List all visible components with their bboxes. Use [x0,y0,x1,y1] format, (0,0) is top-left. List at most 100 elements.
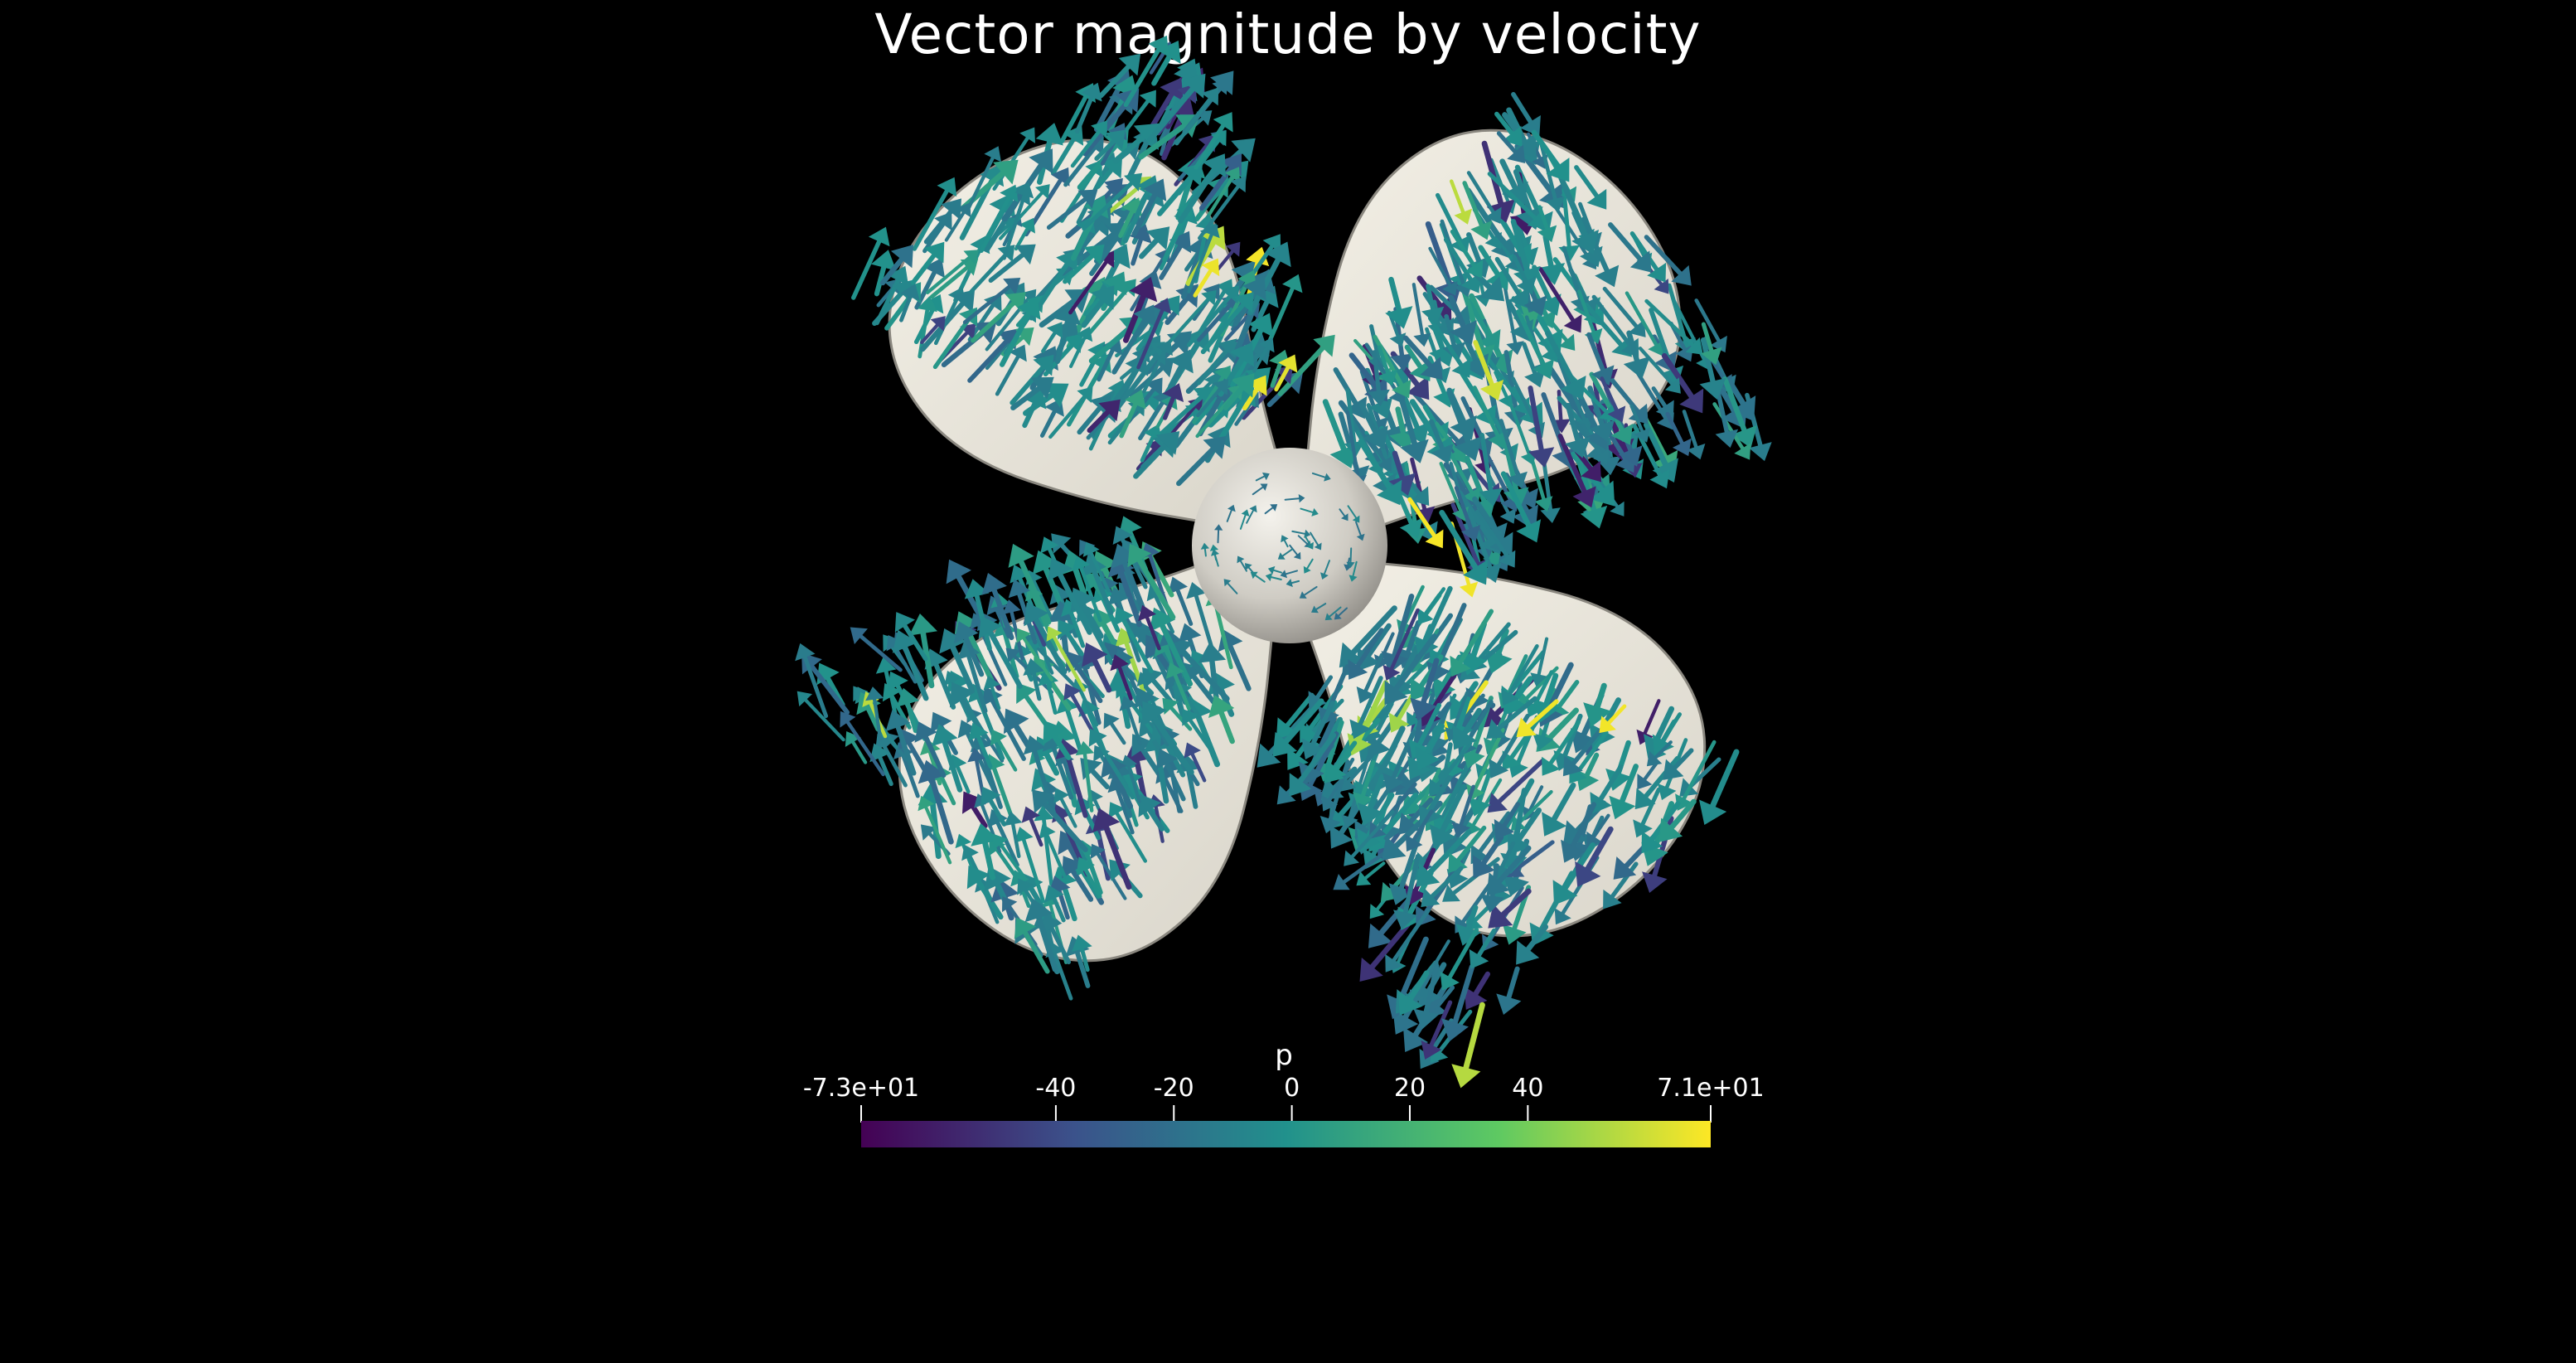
arrow-head [1465,260,1484,279]
arrow-head [1058,830,1082,856]
arrow-head [1155,339,1173,357]
arrow-head [1051,167,1070,187]
arrow-shaft [1481,140,1504,206]
arrow-head [1731,424,1757,449]
arrow-shaft [1694,298,1721,342]
arrow-shaft [1610,378,1640,414]
arrow-head [1231,138,1256,162]
arrow-head [795,643,816,662]
arrow-head [1356,533,1365,541]
arrow-shaft [1722,376,1747,433]
arrow-head [1502,750,1522,771]
arrow-head [970,613,989,630]
arrow-head [1463,560,1489,585]
arrow-head [1699,799,1727,825]
arrow-head [1479,276,1505,302]
arrow-head [1675,793,1693,811]
arrow-shaft [1458,609,1494,665]
arrow-head [1326,760,1347,782]
arrow-shaft [926,255,971,294]
arrow-head [1293,551,1301,560]
arrow-shaft [1350,809,1395,859]
arrow-shaft [1345,388,1357,444]
arrow-head [1308,691,1327,711]
arrow-head [1533,358,1554,380]
arrow-head [1420,357,1443,381]
arrow-head [1599,715,1616,734]
arrow-head [896,687,919,707]
arrow-shaft [1423,963,1440,1015]
arrow-shaft [1583,302,1624,347]
arrow-head [1124,172,1143,192]
arrow-shaft [1629,404,1644,433]
arrow-shaft [1069,336,1087,368]
arrow-head [1226,241,1241,257]
arrow-head [1494,819,1515,840]
arrow-head [1464,987,1488,1010]
arrow-head [1649,469,1670,489]
arrow-shaft [1489,863,1499,899]
colorbar-ticks: -7.3e+01 -40 -20 0 20 40 7.1e+01 [803,1074,1765,1123]
arrow-shaft [1349,547,1353,563]
arrow-head [1039,823,1056,839]
arrow-shaft [802,655,829,719]
arrow-shaft [1042,801,1088,852]
arrow-shaft [1494,111,1514,136]
arrow-shaft [1397,693,1415,721]
arrow-head [1356,871,1372,886]
arrow-shaft [1424,723,1445,756]
arrow-shaft [1537,637,1549,677]
arrow-shaft [1428,246,1452,287]
arrow-head [1260,483,1268,491]
arrow-shaft [905,701,918,734]
arrow-head [1415,745,1441,771]
arrow-shaft [1126,140,1150,180]
arrow-head [944,671,961,686]
arrow-head [959,307,978,327]
arrow-head [890,245,913,269]
arrow-shaft [1079,565,1102,623]
arrow-head [1405,834,1423,852]
arrow-shaft [1227,582,1238,594]
arrow-shaft [1431,325,1445,352]
arrow-shaft [1368,774,1385,811]
arrow-shaft [1082,752,1094,812]
arrow-shaft [1446,389,1471,444]
arrow-shaft [1086,414,1110,440]
arrow-shaft [1551,782,1576,822]
arrow-shaft [1035,636,1054,675]
arrow-head [1277,552,1286,560]
arrow-shaft [1366,623,1392,658]
arrow-head [1021,806,1040,823]
arrow-head [1496,993,1522,1015]
arrow-shaft [1528,386,1544,453]
arrow-head [1112,526,1133,545]
arrow-head [1533,733,1554,751]
colorbar-tick-label: 40 [1512,1074,1543,1103]
arrow-shaft [1111,769,1134,809]
arrow-shaft [1465,905,1479,931]
arrow-head [1610,424,1633,445]
arrow-head [1623,356,1650,379]
arrow-head [1516,487,1538,509]
arrow-shaft [1546,363,1585,419]
arrow-shaft [1478,245,1500,277]
arrow-head [1053,788,1070,803]
arrow-shaft [1629,231,1659,272]
arrow-head [1357,803,1384,827]
arrow-shaft [1570,802,1597,849]
arrow-head [1224,167,1241,182]
arrow-shaft [1063,760,1077,794]
arrow-head [1450,655,1471,677]
arrow-shaft [1539,142,1557,201]
arrow-head [1341,513,1349,521]
arrow-head [1138,793,1161,817]
arrow-shaft [1065,753,1088,818]
arrow-head [1459,581,1479,598]
arrow-head [886,635,903,652]
arrow-head [1368,389,1390,407]
arrow-head [1169,230,1192,254]
arrow-shaft [1643,699,1661,735]
arrow-shaft [1473,971,1491,997]
